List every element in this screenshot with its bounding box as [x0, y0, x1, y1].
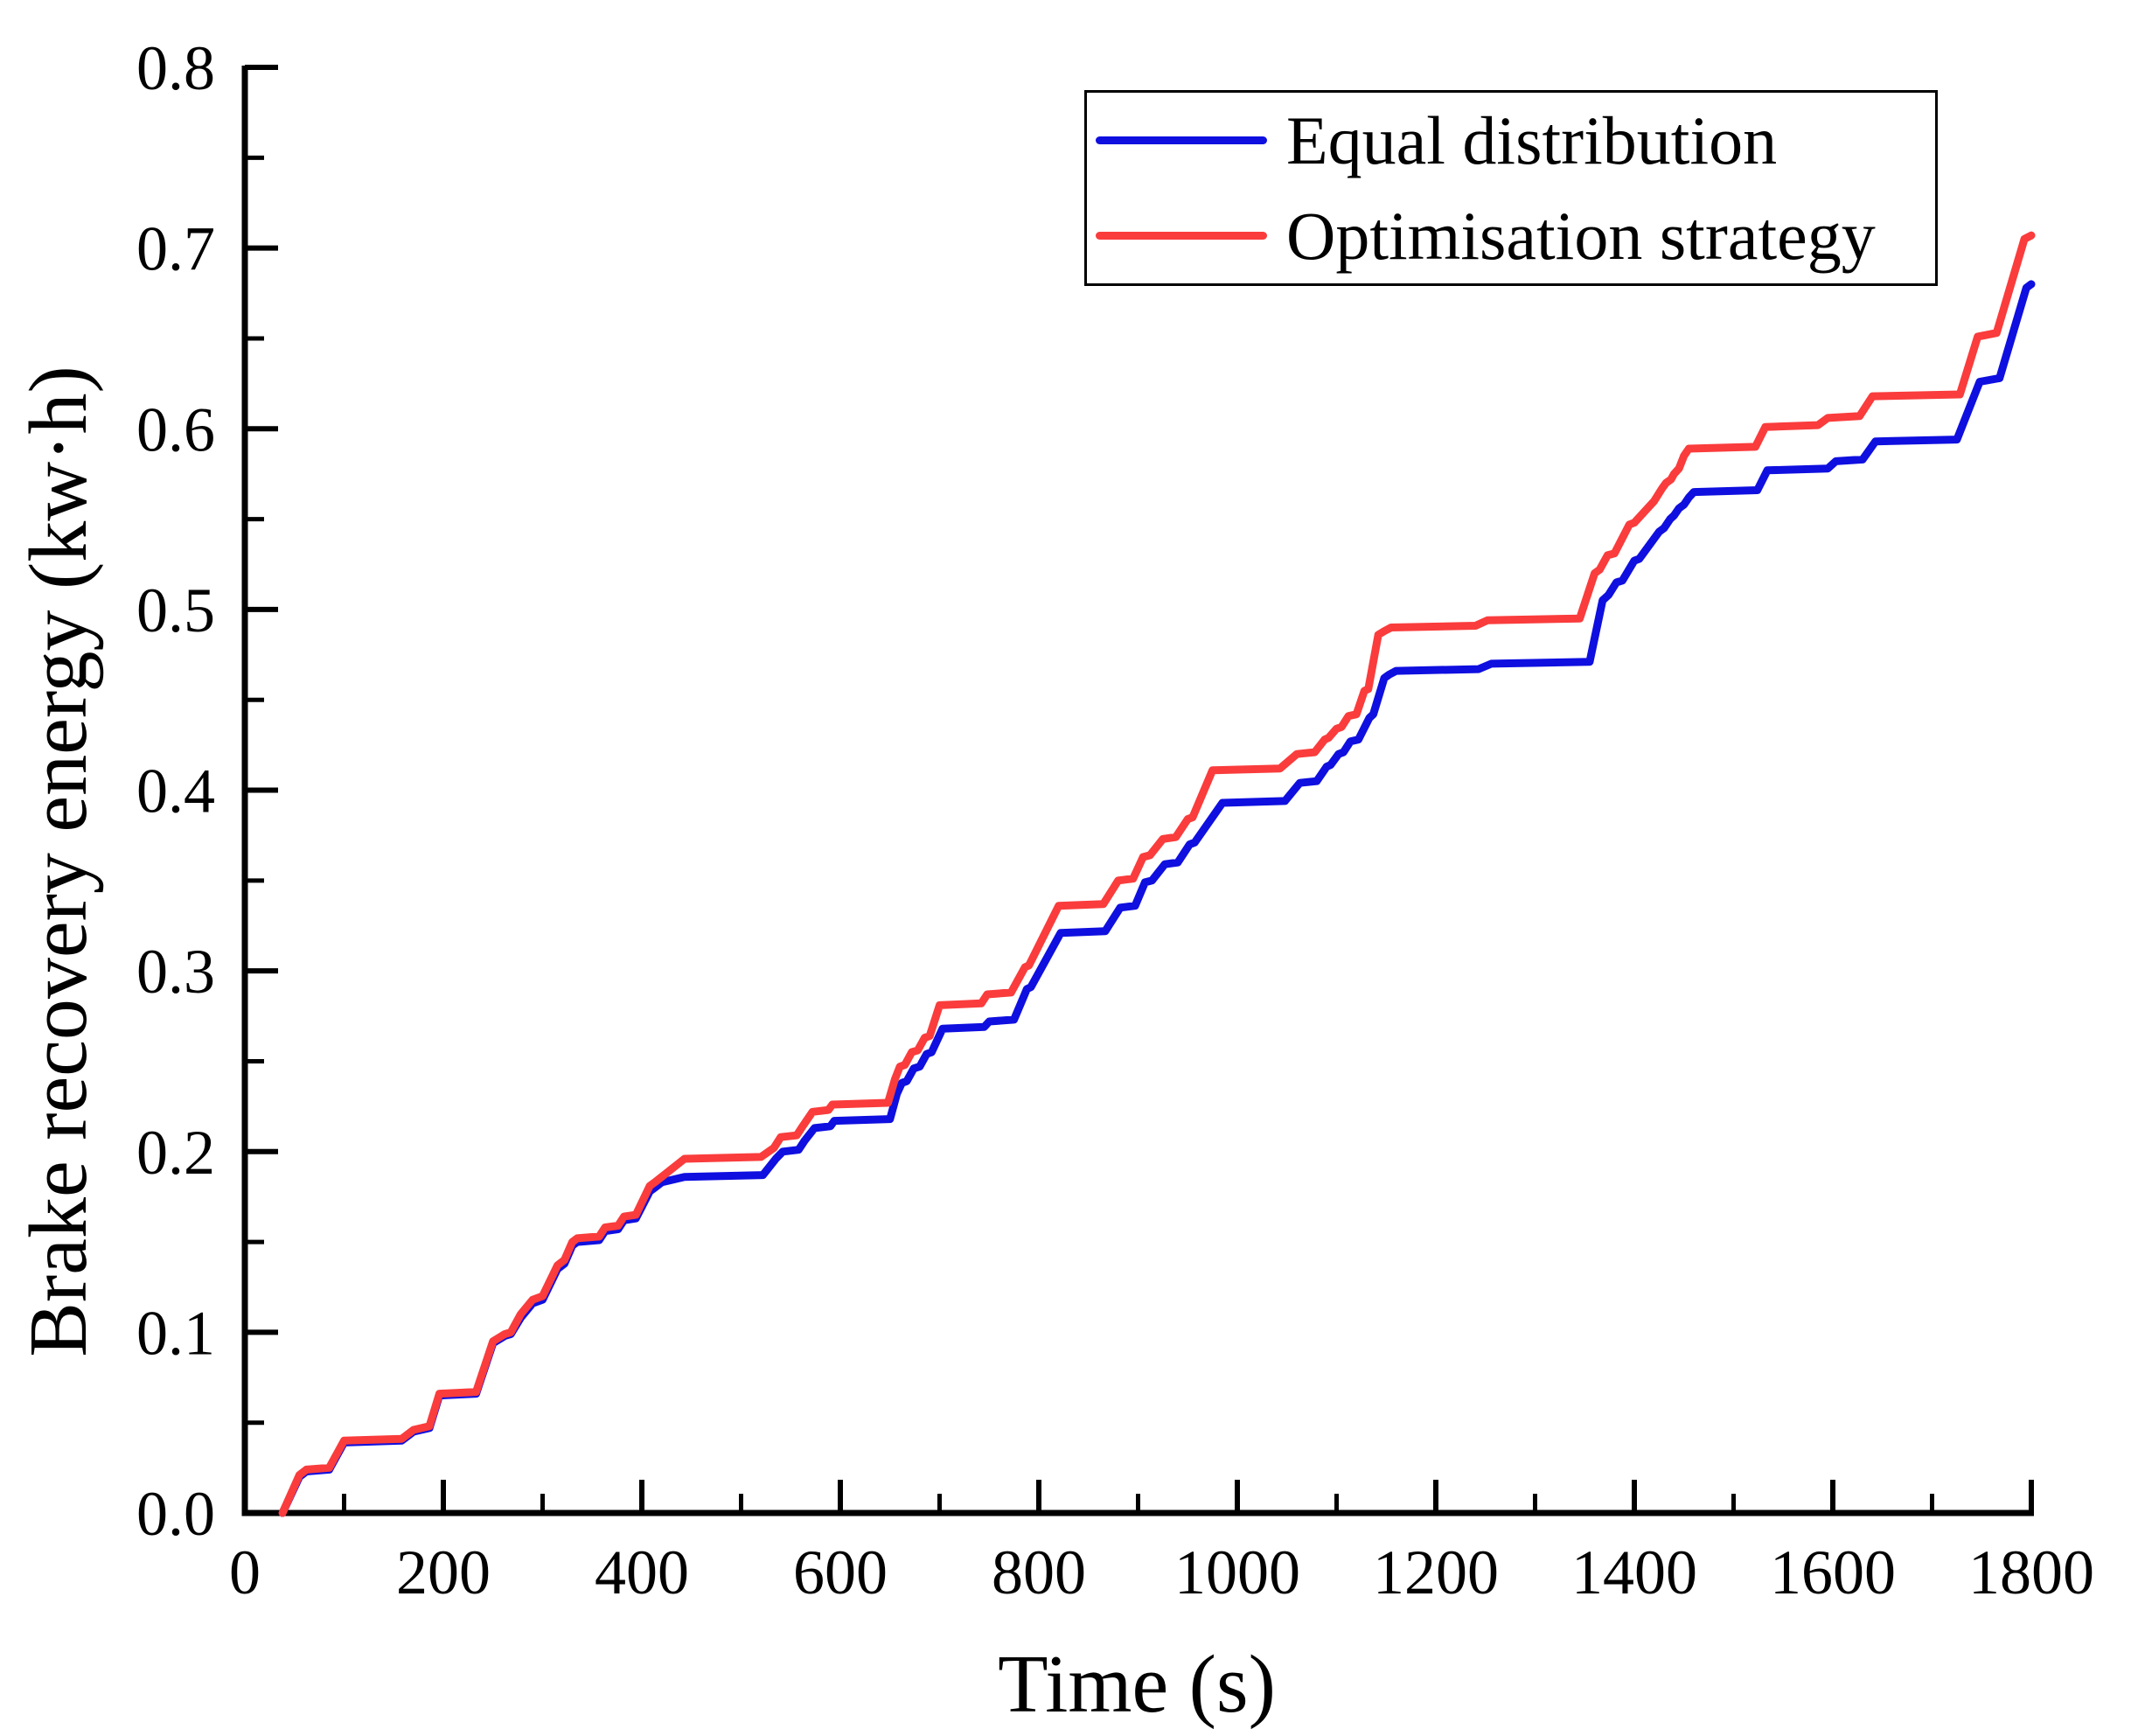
x-tick-label: 600: [793, 1537, 888, 1607]
x-tick-label: 1400: [1571, 1537, 1697, 1607]
x-tick-label: 200: [396, 1537, 491, 1607]
series-line-equal-distribution: [278, 280, 2036, 1517]
y-tick-label: 0.7: [136, 214, 215, 284]
x-tick-label: 400: [595, 1537, 689, 1607]
legend-item-optimisation-strategy: Optimisation strategy: [1087, 188, 1935, 283]
y-tick-label: 0.6: [136, 394, 215, 464]
legend-line-sample-blue: [1096, 136, 1267, 144]
x-tick-label: 0: [229, 1537, 261, 1607]
axis-spine: [241, 66, 2034, 1516]
series-line-optimisation-strategy: [278, 231, 2036, 1517]
legend-line-sample-red: [1096, 232, 1267, 240]
y-tick-label: 0.3: [136, 937, 215, 1007]
x-tick-label: 1200: [1373, 1537, 1499, 1607]
x-axis-title: Time (s): [998, 1639, 1276, 1730]
legend: Equal distribution Optimisation strategy: [1084, 90, 1938, 286]
x-tick-label: 800: [992, 1537, 1086, 1607]
y-tick-label: 0.0: [136, 1479, 215, 1549]
y-tick-label: 0.2: [136, 1118, 215, 1188]
legend-label: Equal distribution: [1286, 101, 1778, 178]
x-tick-label: 1000: [1174, 1537, 1300, 1607]
legend-label: Optimisation strategy: [1286, 197, 1876, 274]
x-tick-label: 1600: [1770, 1537, 1896, 1607]
y-tick-label: 0.1: [136, 1298, 215, 1368]
y-tick-label: 0.8: [136, 33, 215, 103]
y-tick-label: 0.5: [136, 575, 215, 645]
legend-item-equal-distribution: Equal distribution: [1087, 93, 1935, 188]
y-tick-label: 0.4: [136, 756, 215, 826]
y-axis-title: Brake recovery energy (kw·h): [13, 366, 104, 1357]
x-tick-label: 1800: [1968, 1537, 2094, 1607]
